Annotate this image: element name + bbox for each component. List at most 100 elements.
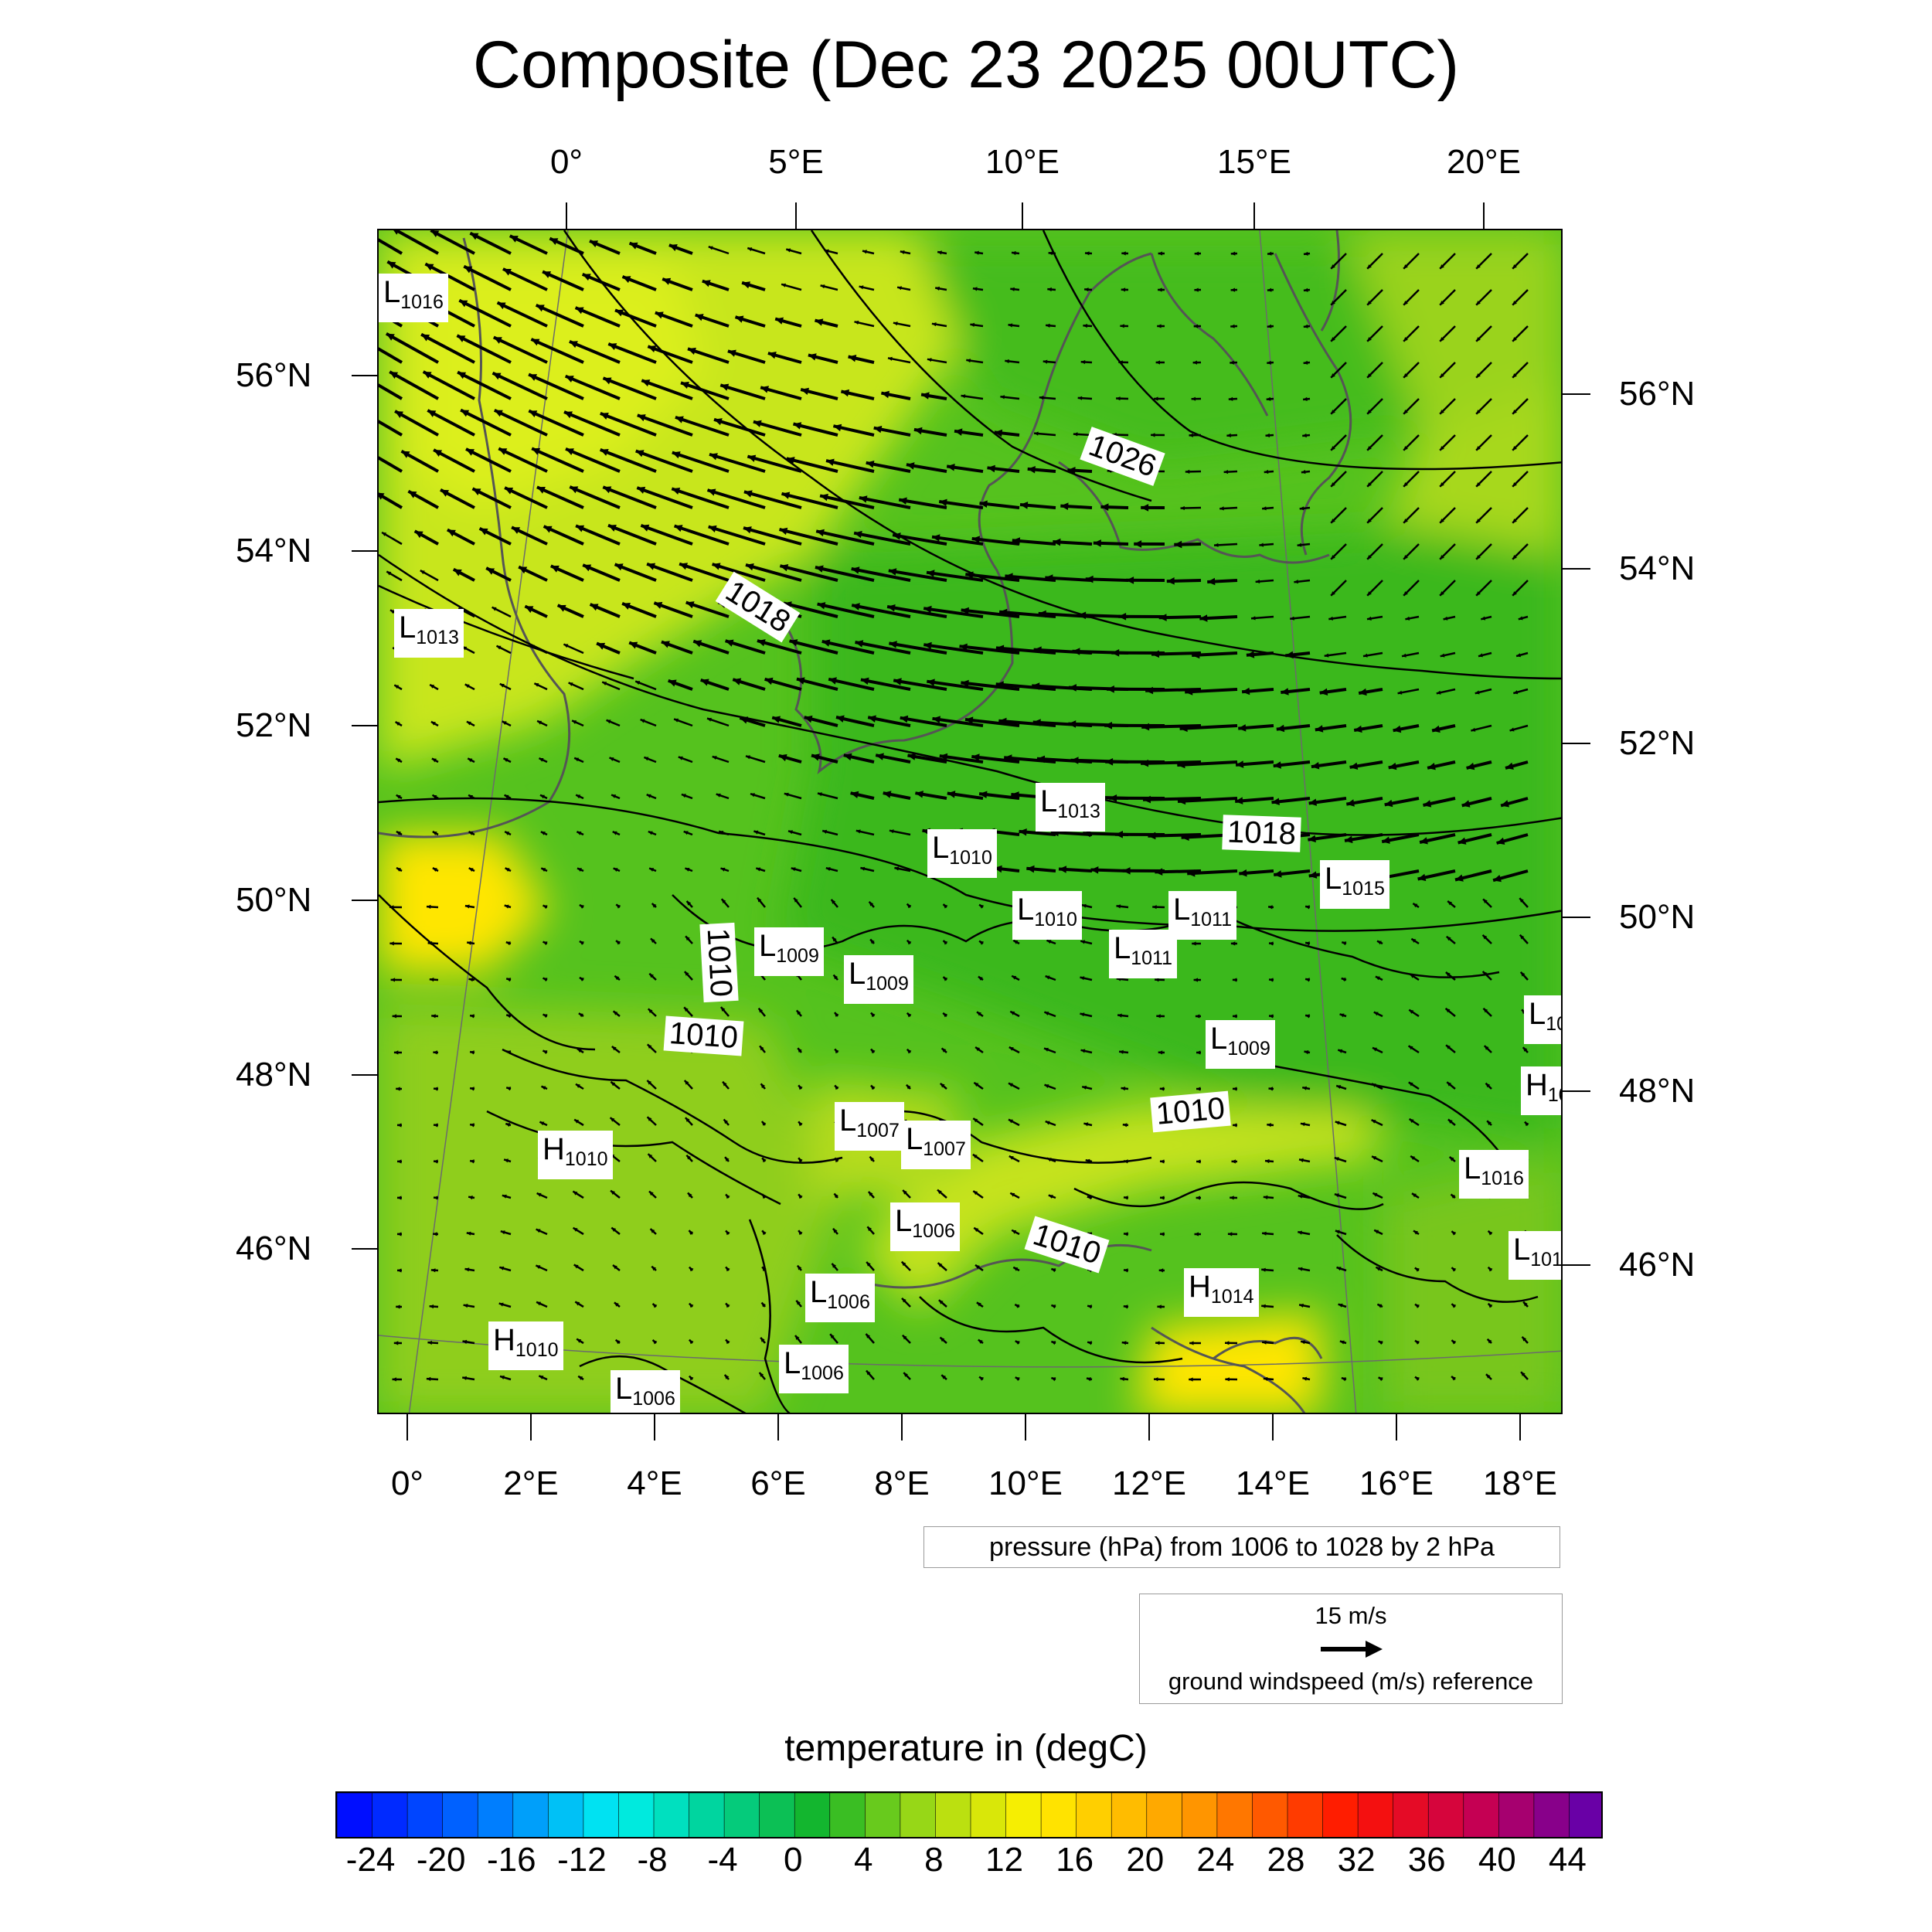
wind-vector-head	[1476, 301, 1481, 305]
wind-vector-head	[900, 250, 905, 254]
isobar-label: 1010	[1150, 1090, 1231, 1133]
wind-vector	[528, 372, 584, 400]
wind-vector	[530, 338, 584, 364]
wind-vector-head	[1193, 978, 1198, 982]
wind-vector-head	[859, 495, 868, 503]
wind-vector-head	[979, 904, 984, 909]
wind-vector	[745, 563, 802, 582]
wind-vector-head	[616, 940, 621, 945]
wind-vector-head	[1523, 1301, 1528, 1307]
wind-vector-head	[1331, 519, 1335, 523]
wind-vector-head	[747, 247, 753, 252]
wind-vector-head	[1303, 396, 1308, 401]
wind-vector-head	[1403, 264, 1408, 269]
wind-vector-head	[970, 322, 975, 327]
wind-vector-head	[794, 897, 798, 903]
wind-vector-head	[1119, 1049, 1124, 1054]
colorbar-swatch	[548, 1793, 584, 1837]
wind-vector-head	[761, 1121, 767, 1126]
wind-vector-head	[712, 756, 717, 760]
wind-vector-head	[943, 1012, 947, 1018]
wind-vector-head	[1093, 539, 1101, 547]
wind-vector-head	[1051, 1304, 1056, 1309]
wind-vector-head	[654, 601, 663, 609]
wind-vector-head	[1335, 1230, 1340, 1234]
wind-vector-head	[796, 1300, 801, 1305]
wind-vector-head	[979, 500, 988, 508]
wind-vector-head	[791, 867, 796, 872]
wind-vector-head	[426, 1376, 431, 1381]
wind-vector-head	[652, 1303, 658, 1308]
wind-vector-head	[499, 1266, 505, 1270]
wind-vector-head	[1111, 649, 1120, 657]
wind-vector	[819, 494, 875, 509]
colorbar-tick-label: 12	[985, 1841, 1024, 1879]
wind-vector-head	[876, 753, 884, 760]
wind-vector-head	[888, 356, 893, 361]
wind-vector	[563, 410, 621, 437]
wind-vector-head	[973, 1118, 978, 1123]
wind-vector-head	[1440, 301, 1444, 305]
wind-vector	[1148, 833, 1202, 838]
wind-vector-head	[500, 1375, 505, 1379]
wind-vector	[569, 485, 621, 509]
wind-vector-head	[1048, 1195, 1053, 1199]
wind-vector-head	[1123, 1304, 1128, 1309]
wind-vector	[680, 381, 730, 400]
wind-vector-head	[525, 606, 534, 614]
wind-vector	[923, 607, 984, 618]
wind-vector-head	[1000, 395, 1005, 400]
wind-vector-head	[1189, 1377, 1193, 1382]
wind-vector-head	[635, 681, 641, 685]
wind-vector-head	[937, 250, 942, 255]
wind-vector-head	[1331, 555, 1335, 560]
wind-vector-head	[440, 489, 449, 497]
wind-vector	[1185, 688, 1238, 694]
wind-vector-head	[959, 643, 968, 651]
wind-vector	[637, 413, 693, 437]
wind-vector-head	[947, 791, 956, 798]
wind-vector-head	[432, 794, 437, 799]
wind-vector-head	[1301, 1340, 1305, 1345]
wind-vector-head	[1388, 762, 1397, 770]
wind-vector-head	[1367, 446, 1372, 451]
wind-vector-head	[492, 607, 497, 611]
wind-vector-head	[685, 936, 690, 941]
wind-vector-head	[1269, 1014, 1274, 1019]
wind-vector-head	[1121, 1087, 1126, 1091]
wind-vector-head	[906, 940, 912, 945]
colorbar-swatch	[1427, 1793, 1464, 1837]
pressure-center-label: L1013	[1036, 783, 1105, 832]
wind-vector-head	[655, 311, 664, 319]
wind-vector-head	[994, 865, 1002, 873]
wind-vector	[465, 447, 512, 473]
wind-vector	[640, 524, 693, 546]
wind-vector-head	[848, 355, 857, 362]
wind-vector	[430, 230, 475, 255]
colorbar-swatch	[900, 1793, 937, 1837]
wind-vector-head	[1078, 611, 1087, 620]
wind-vector-head	[651, 903, 657, 908]
wind-vector	[379, 456, 403, 473]
wind-vector-head	[889, 641, 897, 648]
wind-vector-head	[906, 903, 912, 909]
wind-vector-head	[1192, 651, 1200, 659]
wind-vector-head	[683, 831, 689, 835]
wind-reference-arrow-icon	[1321, 1641, 1383, 1658]
wind-vector-head	[1196, 1159, 1201, 1164]
colorbar-tick-label: 20	[1126, 1841, 1165, 1879]
wind-vector-head	[1085, 1158, 1090, 1163]
wind-vector-head	[938, 1300, 944, 1304]
wind-vector-head	[1145, 686, 1154, 695]
wind-vector-head	[767, 352, 777, 359]
colorbar-tick-label: -8	[637, 1841, 668, 1879]
wind-vector-head	[1372, 1156, 1377, 1160]
wind-vector	[815, 566, 875, 582]
wind-vector-head	[1087, 1304, 1092, 1309]
wind-vector-head	[1403, 591, 1408, 596]
wind-vector-head	[1476, 446, 1481, 451]
wind-vector-head	[1158, 1050, 1163, 1055]
wind-vector-head	[1440, 264, 1444, 269]
wind-vector-head	[472, 488, 481, 495]
wind-vector-head	[1485, 1083, 1491, 1088]
